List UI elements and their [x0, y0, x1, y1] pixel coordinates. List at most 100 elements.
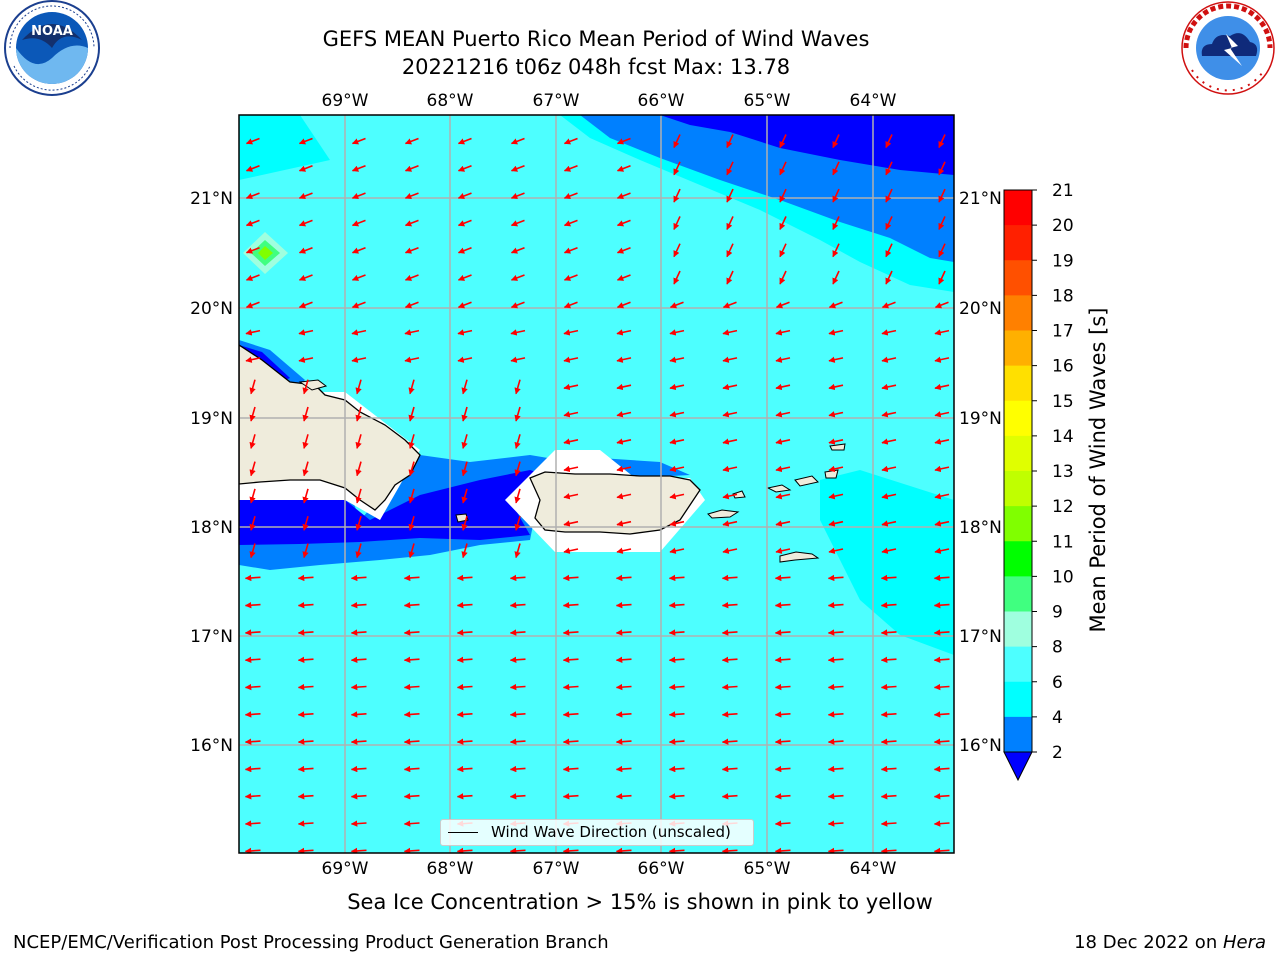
colorbar-swatch	[1004, 716, 1032, 753]
wave-direction-arrow	[456, 602, 473, 609]
wave-direction-arrow	[509, 793, 526, 800]
lat-label: 20°N	[959, 299, 1002, 319]
wave-direction-arrow	[297, 629, 314, 636]
virgin-gorda-island	[824, 469, 839, 479]
wave-direction-arrow	[721, 711, 738, 718]
credit-line: NCEP/EMC/Verification Post Processing Pr…	[13, 932, 609, 953]
wave-direction-arrow	[403, 656, 420, 664]
wave-direction-arrow	[673, 243, 681, 258]
wave-direction-arrow	[722, 411, 738, 418]
wave-direction-arrow	[880, 793, 897, 800]
wave-direction-arrow	[351, 301, 366, 309]
wave-direction-arrow	[408, 379, 415, 395]
wave-direction-arrow	[775, 383, 791, 391]
wave-direction-arrow	[510, 137, 525, 145]
wave-direction-arrow	[297, 711, 314, 718]
puerto-rico-landmass	[529, 471, 701, 535]
lat-label: 21°N	[959, 189, 1002, 209]
colorbar-tick-label: 9	[1052, 603, 1063, 623]
wave-direction-arrow	[408, 434, 415, 449]
wave-direction-arrow	[668, 656, 685, 664]
wave-direction-arrow	[616, 274, 631, 281]
colorbar-tick-label: 8	[1052, 638, 1063, 658]
wave-direction-arrow	[244, 820, 261, 827]
wave-direction-arrow	[404, 219, 419, 227]
wave-direction-arrow	[298, 329, 314, 336]
colorbar-swatch	[1004, 576, 1032, 612]
wave-direction-arrow	[673, 216, 681, 230]
wave-direction-arrow	[350, 738, 367, 745]
anegada-island	[829, 443, 846, 451]
wave-direction-arrow	[885, 270, 893, 285]
wave-direction-arrow	[297, 820, 314, 827]
colorbar-swatch	[1004, 541, 1032, 577]
wave-direction-arrow	[933, 574, 950, 582]
colorbar-swatch	[1004, 330, 1032, 367]
wave-direction-arrow	[673, 270, 681, 285]
chart-subtitle: 20221216 t06z 048h fcst Max: 13.78	[401, 55, 791, 79]
wave-direction-arrow	[563, 274, 578, 281]
wave-direction-arrow	[774, 738, 791, 745]
wave-direction-arrow	[934, 465, 950, 473]
wave-direction-arrow	[885, 243, 893, 258]
lat-label: 19°N	[190, 409, 233, 429]
wave-direction-arrow	[350, 711, 367, 718]
wave-direction-arrow	[245, 165, 260, 172]
wave-direction-arrow	[881, 493, 897, 500]
lon-labels-top: 69°W 68°W 67°W 66°W 65°W 64°W	[322, 91, 897, 111]
wave-direction-arrow	[245, 274, 260, 281]
wave-direction-arrow	[673, 188, 681, 203]
wave-direction-arrow	[933, 711, 950, 718]
wave-direction-arrow	[616, 465, 632, 473]
lat-label: 19°N	[959, 409, 1002, 429]
wave-direction-arrow	[457, 274, 472, 281]
wave-direction-arrow	[403, 683, 420, 691]
wave-direction-arrow	[514, 434, 521, 449]
wave-direction-arrow	[563, 165, 578, 172]
wave-direction-arrow	[938, 270, 946, 285]
wave-direction-arrow	[245, 137, 260, 145]
wave-direction-arrow	[775, 438, 791, 445]
wave-direction-arrow	[615, 738, 632, 745]
colorbar-tick-label: 2	[1052, 743, 1063, 763]
wave-direction-arrow	[827, 793, 844, 800]
wave-direction-arrow	[828, 356, 844, 363]
wave-direction-arrow	[297, 683, 314, 691]
wave-direction-arrow	[510, 329, 526, 336]
wave-direction-arrow	[457, 356, 473, 363]
wave-direction-arrow	[403, 847, 420, 853]
date-line: 18 Dec 2022 on Hera	[1074, 932, 1266, 953]
wave-direction-arrow	[244, 574, 261, 582]
colorbar-tick-label: 4	[1052, 708, 1063, 728]
wave-direction-arrow	[933, 793, 950, 800]
colorbar-tick-label: 18	[1052, 286, 1074, 306]
lat-label: 18°N	[959, 518, 1002, 538]
legend-label: Wind Wave Direction (unscaled)	[491, 823, 731, 841]
wave-direction-arrow	[302, 434, 309, 449]
wave-direction-arrow	[298, 192, 313, 200]
wave-direction-arrow	[562, 711, 579, 718]
wave-direction-arrow	[827, 820, 844, 827]
wave-direction-arrow	[726, 243, 734, 258]
wave-direction-arrow	[249, 488, 256, 504]
wave-direction-arrow	[244, 602, 261, 609]
colorbar: 21 20 19 18 17 16 15 14 13 12 11 10 9 8 6 4 2	[1003, 181, 1074, 782]
lat-label: 16°N	[959, 736, 1002, 756]
noaa-logo: NOAA	[4, 0, 100, 96]
lon-label: 67°W	[533, 859, 580, 879]
vieques-island	[707, 509, 740, 519]
lon-label: 64°W	[850, 91, 897, 111]
wave-direction-arrow	[721, 847, 738, 853]
wave-direction-arrow	[616, 137, 631, 145]
wave-direction-arrow	[298, 246, 313, 254]
wave-direction-arrow	[355, 434, 362, 449]
wave-direction-arrow	[616, 356, 632, 363]
wave-direction-arrow	[885, 188, 893, 203]
wave-direction-arrow	[350, 765, 367, 773]
wave-direction-arrow	[934, 383, 950, 391]
wave-direction-arrow	[245, 356, 261, 363]
wave-direction-arrow	[779, 243, 787, 258]
wave-direction-arrow	[668, 765, 685, 773]
colorbar-tick-label: 15	[1052, 392, 1074, 412]
wave-direction-arrow	[355, 488, 362, 504]
